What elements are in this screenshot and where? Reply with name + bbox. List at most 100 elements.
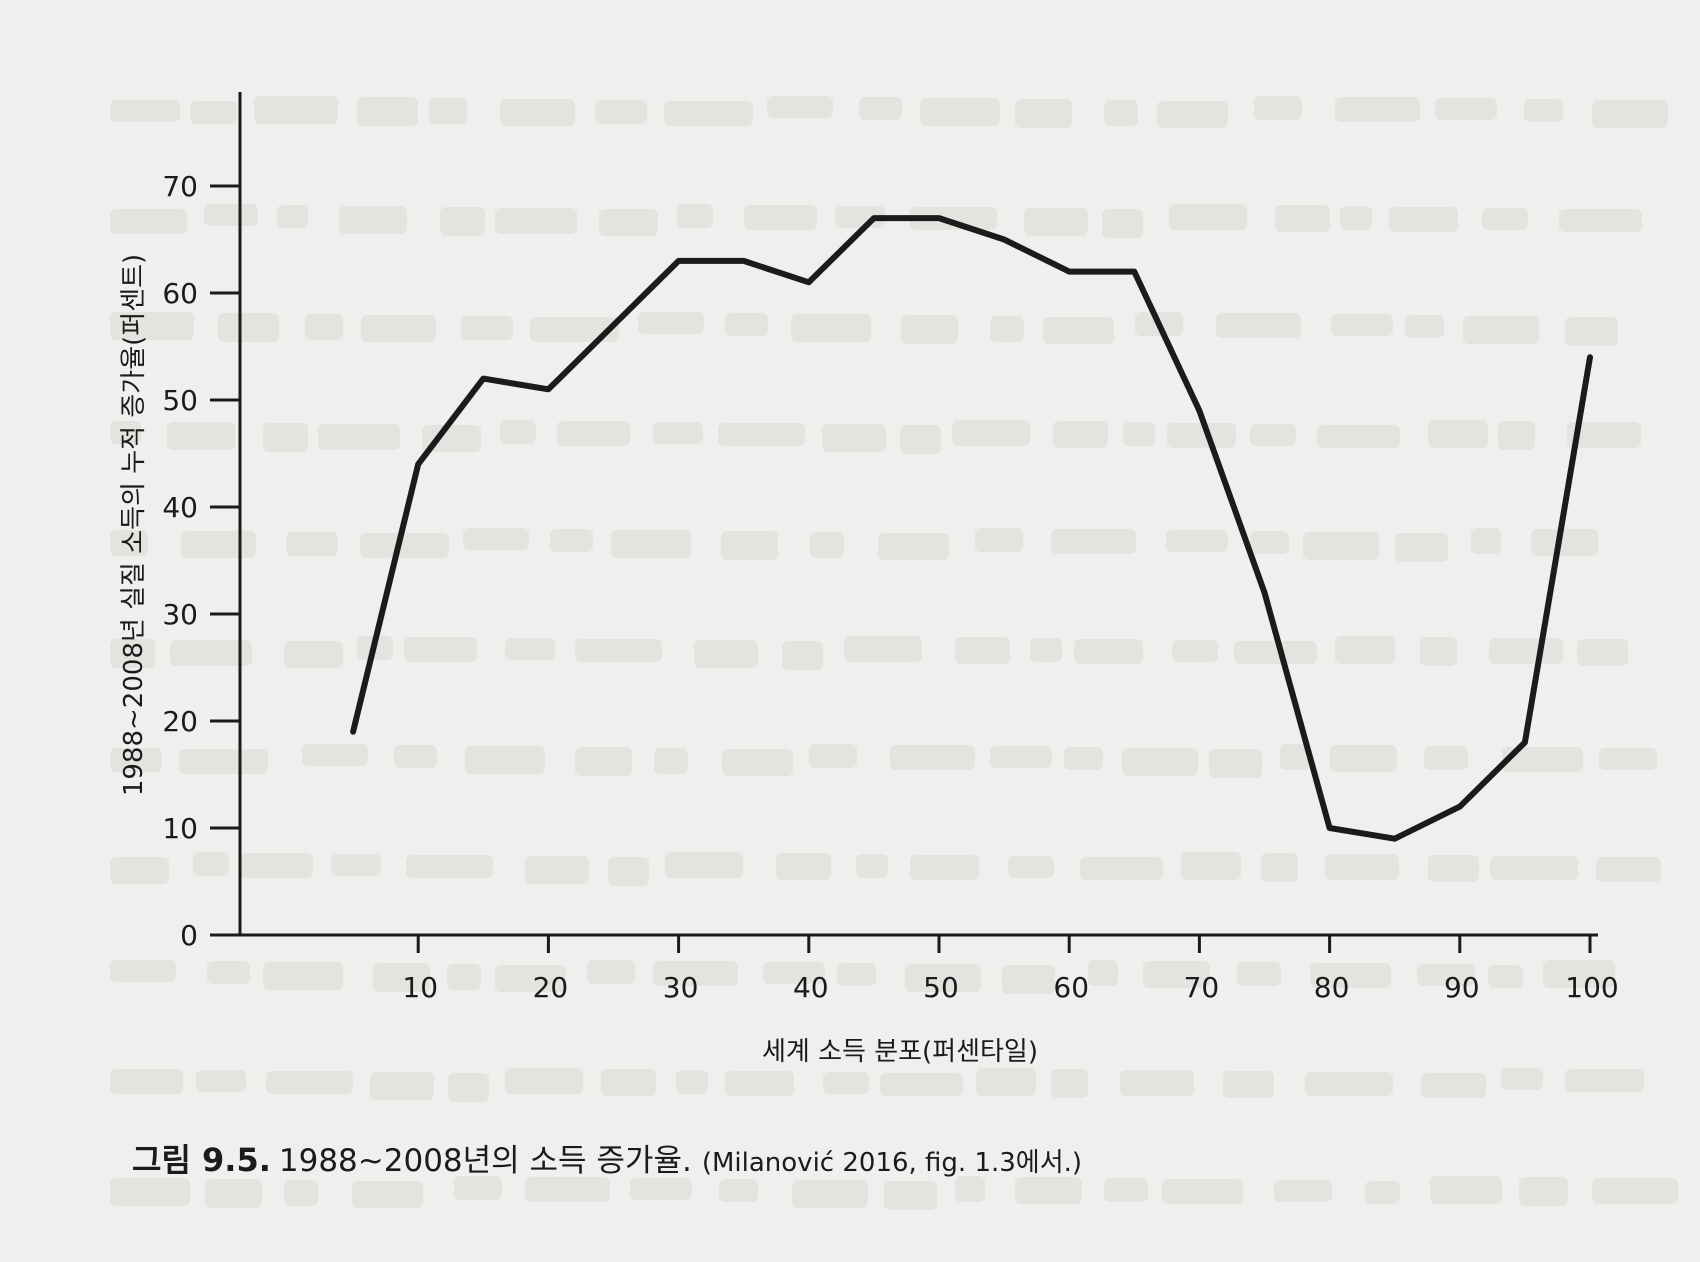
x-tick-label: 20 (533, 971, 569, 1004)
bleed-mark (725, 1071, 794, 1096)
bleed-mark (719, 1179, 758, 1202)
bleed-mark (890, 745, 975, 770)
x-tick-label: 60 (1053, 971, 1089, 1004)
x-tick-label: 70 (1184, 971, 1220, 1004)
bleed-mark (722, 749, 793, 776)
bleed-mark (447, 964, 481, 990)
bleed-mark (1331, 314, 1393, 336)
bleed-mark (990, 316, 1024, 342)
bleed-mark (880, 1073, 963, 1096)
bleed-mark (776, 853, 831, 880)
bleed-mark (181, 531, 256, 558)
bleed-mark (284, 641, 343, 668)
bleed-mark (1335, 97, 1420, 122)
x-axis-title: 세계 소득 분포(퍼센타일) (762, 1037, 1038, 1067)
series-line-0 (350, 215, 1593, 842)
bleed-mark (1498, 421, 1535, 450)
x-axis: 10 20 30 40 50 60 70 80 90 100 (228, 933, 1619, 1004)
bleed-mark (360, 533, 449, 558)
bleed-mark (110, 421, 141, 444)
bleed-mark (218, 313, 279, 342)
x-tick-label: 10 (402, 971, 438, 1004)
bleed-mark (1074, 639, 1143, 664)
bleed-mark (110, 1178, 190, 1206)
bleed-mark (976, 1068, 1036, 1096)
y-tick-label: 10 (162, 812, 198, 845)
bleed-mark (1261, 853, 1298, 882)
figure-caption-label: 그림 9.5. (132, 1141, 271, 1179)
bleed-mark (587, 960, 635, 984)
bleed-mark (1280, 744, 1310, 770)
bleed-mark (1088, 960, 1118, 986)
bleed-mark (505, 1068, 583, 1094)
bleed-mark (1080, 857, 1163, 880)
y-tick-label: 50 (162, 384, 198, 417)
bleed-mark (1051, 1069, 1088, 1098)
bleed-mark (767, 96, 833, 118)
bleed-mark (286, 532, 338, 556)
bleed-mark (170, 640, 252, 666)
bleed-mark (1162, 1179, 1243, 1204)
bleed-mark (500, 420, 536, 444)
bleed-mark (318, 424, 400, 450)
bleed-mark (884, 1181, 937, 1210)
bleed-mark (440, 207, 485, 236)
bleed-mark (1024, 208, 1088, 236)
bleed-mark (193, 852, 229, 876)
bleed-mark (339, 206, 407, 234)
bleed-mark (809, 744, 857, 768)
bleed-mark (653, 422, 703, 444)
bleed-mark (856, 854, 888, 878)
bleed-mark (905, 964, 981, 992)
bleed-mark (254, 96, 338, 124)
bleed-mark (500, 99, 575, 126)
bleed-mark (1275, 205, 1330, 232)
bleed-mark (404, 637, 477, 662)
x-tick-label: 30 (663, 971, 699, 1004)
bleed-mark (1216, 313, 1301, 338)
bleed-mark (370, 1072, 434, 1100)
bleed-mark (302, 744, 368, 766)
x-tick-label: 40 (793, 971, 829, 1004)
bleed-mark (373, 963, 430, 992)
bleed-mark (1596, 857, 1661, 882)
bleed-mark (1490, 856, 1578, 880)
bleed-mark (167, 422, 235, 450)
figure-caption: 그림 9.5. 1988~2008년의 소득 증가율. (Milanović 201… (132, 1135, 1082, 1181)
bleed-mark (110, 857, 169, 884)
bleed-mark (630, 1178, 692, 1200)
bleed-mark (1471, 528, 1501, 554)
x-tick-label: 80 (1314, 971, 1350, 1004)
bleed-mark (990, 746, 1052, 768)
bleed-mark (1519, 1177, 1568, 1206)
bleed-mark (505, 638, 555, 660)
bleed-mark (284, 1180, 318, 1206)
bleed-mark (1428, 420, 1488, 448)
bleed-mark (1030, 638, 1062, 662)
bleed-mark (495, 208, 577, 234)
bleed-mark (1428, 855, 1479, 882)
bleed-mark (110, 209, 187, 234)
bleed-mark (952, 420, 1030, 446)
bleed-mark (1421, 1073, 1486, 1098)
bleed-mark (110, 960, 176, 982)
bleed-mark (179, 749, 268, 774)
bleed-mark (463, 528, 529, 550)
bleed-mark (1051, 529, 1136, 554)
y-tick-label: 0 (180, 919, 198, 952)
bleed-mark (190, 101, 237, 124)
bleed-mark (1250, 424, 1296, 446)
bleed-mark (721, 531, 778, 560)
bleed-mark (900, 425, 941, 454)
bleed-mark (461, 316, 513, 340)
bleed-mark (653, 961, 738, 986)
x-tick-label: 90 (1444, 971, 1480, 1004)
bleed-mark (725, 313, 768, 336)
bleed-mark (654, 748, 688, 774)
bleed-mark (1104, 100, 1138, 126)
bleed-mark (1181, 852, 1241, 880)
bleed-mark (1223, 1071, 1274, 1098)
bleed-mark (1543, 960, 1615, 988)
bleed-mark (1482, 208, 1528, 230)
bleed-mark (196, 1070, 246, 1092)
